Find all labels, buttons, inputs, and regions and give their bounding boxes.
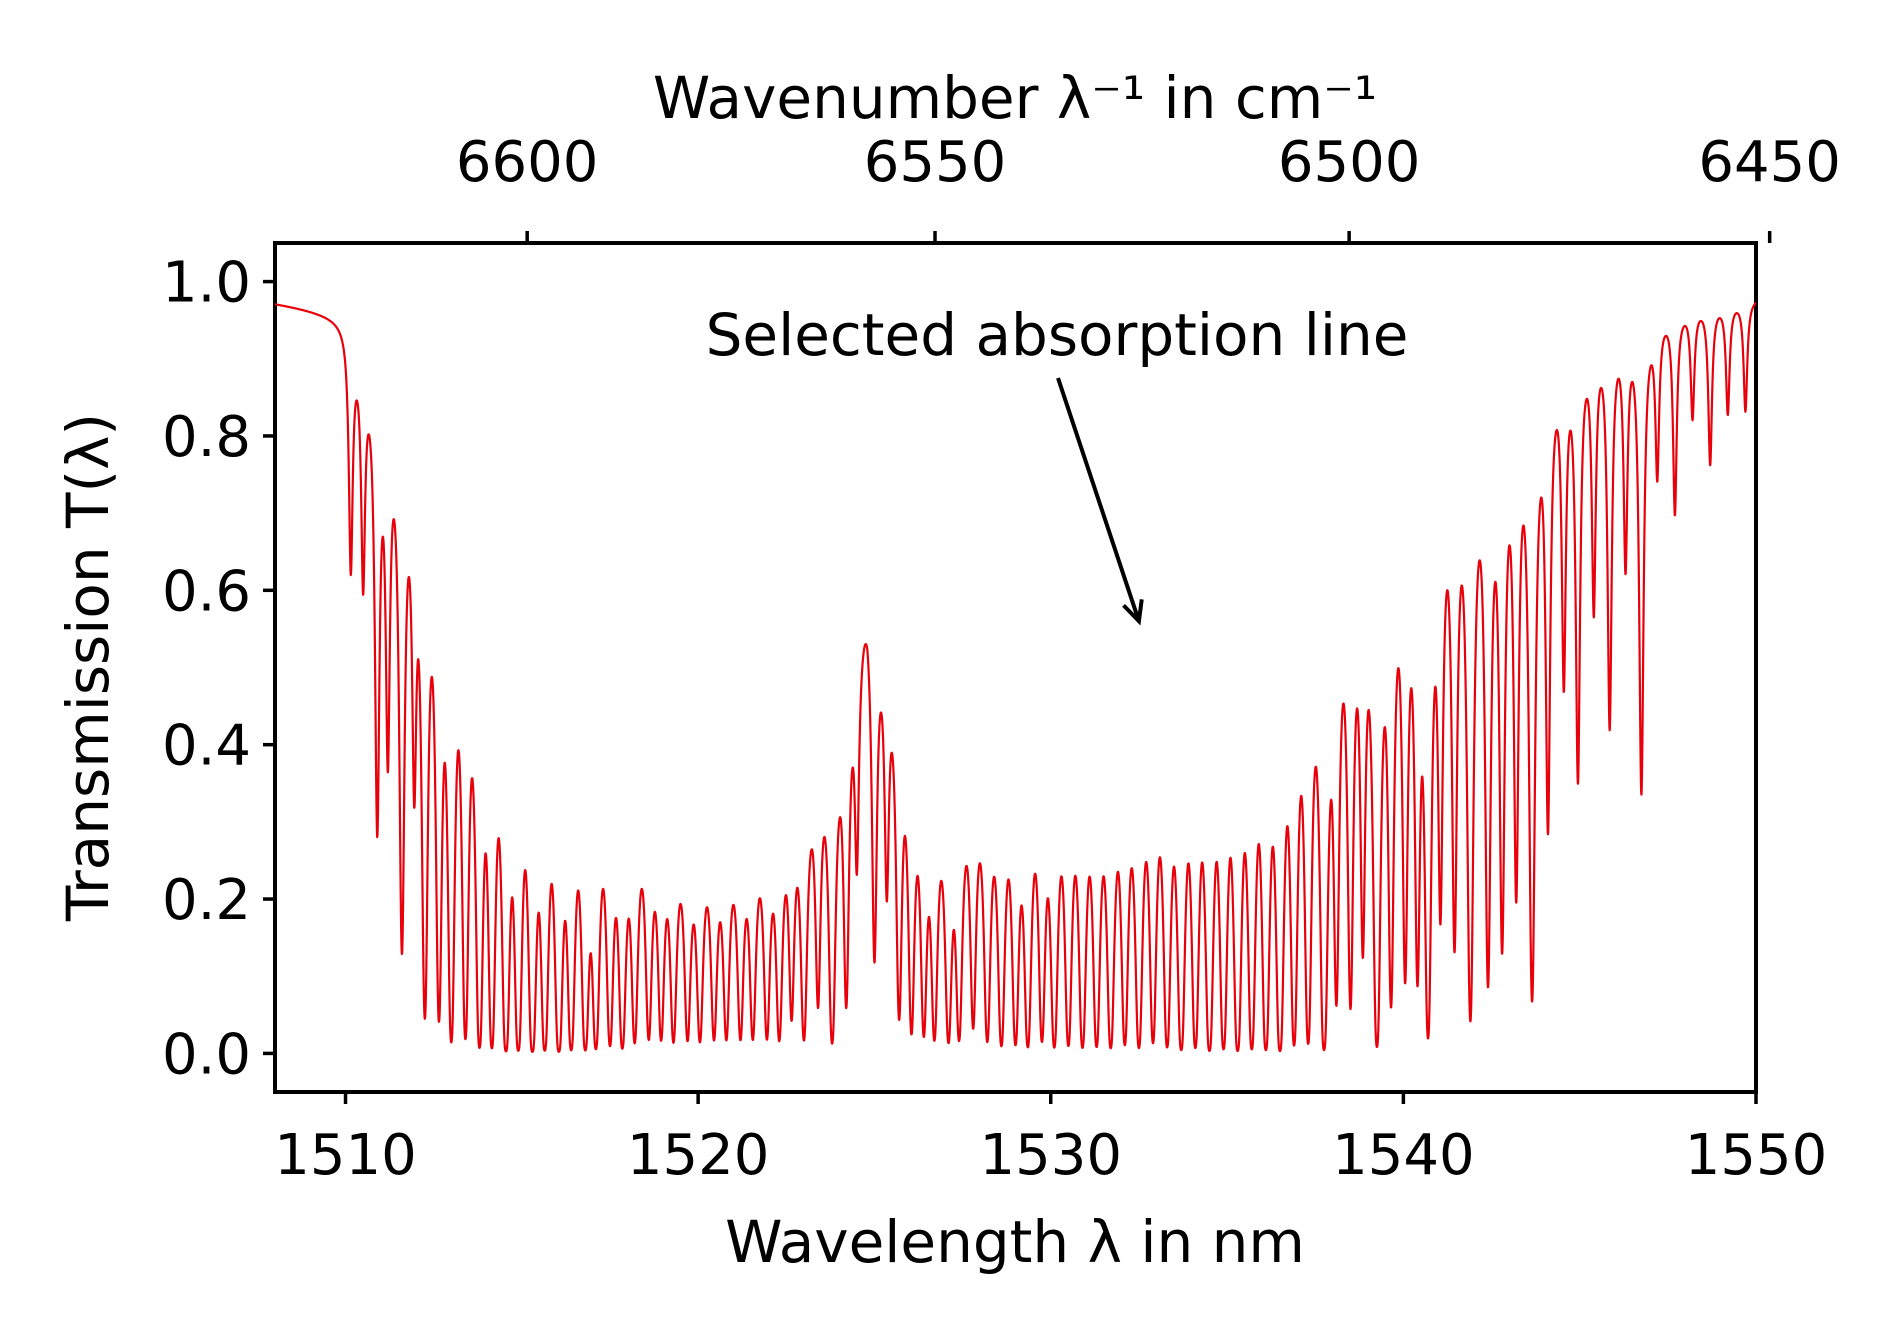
annotation-arrow-head xyxy=(1122,599,1144,626)
x-tick-label: 1530 xyxy=(980,1123,1123,1188)
axis-ticks: 1510 1520 1530 1540 1550 0.0 0.2 0.4 0.6 0.8 1.0 66… xyxy=(162,130,1841,1188)
y-tick-label: 0.8 xyxy=(162,405,251,470)
y-tick-label: 0.4 xyxy=(162,714,251,779)
x-axis-title: Wavelength λ in nm xyxy=(725,1208,1305,1276)
y-tick-label: 0.2 xyxy=(162,868,251,933)
plot-frame xyxy=(273,241,1758,1094)
top-tick-label: 6600 xyxy=(456,130,599,195)
y-axis-title: Transmission T(λ) xyxy=(54,413,122,922)
y-tick-label: 0.6 xyxy=(162,559,251,624)
top-axis-title: Wavenumber λ⁻¹ in cm⁻¹ xyxy=(653,64,1377,132)
annotation-arrow xyxy=(1056,377,1141,622)
x-tick-label: 1520 xyxy=(627,1123,770,1188)
x-tick-label: 1510 xyxy=(274,1123,417,1188)
y-tick-label: 0.0 xyxy=(162,1022,251,1087)
top-tick-label: 6500 xyxy=(1278,130,1421,195)
transmission-series-line xyxy=(275,301,1756,1053)
x-tick-label: 1540 xyxy=(1332,1123,1475,1188)
top-tick-label: 6450 xyxy=(1698,130,1841,195)
top-tick-label: 6550 xyxy=(864,130,1007,195)
y-tick-label: 1.0 xyxy=(162,251,251,316)
x-tick-label: 1550 xyxy=(1685,1123,1828,1188)
annotation-label: Selected absorption line xyxy=(706,301,1409,369)
